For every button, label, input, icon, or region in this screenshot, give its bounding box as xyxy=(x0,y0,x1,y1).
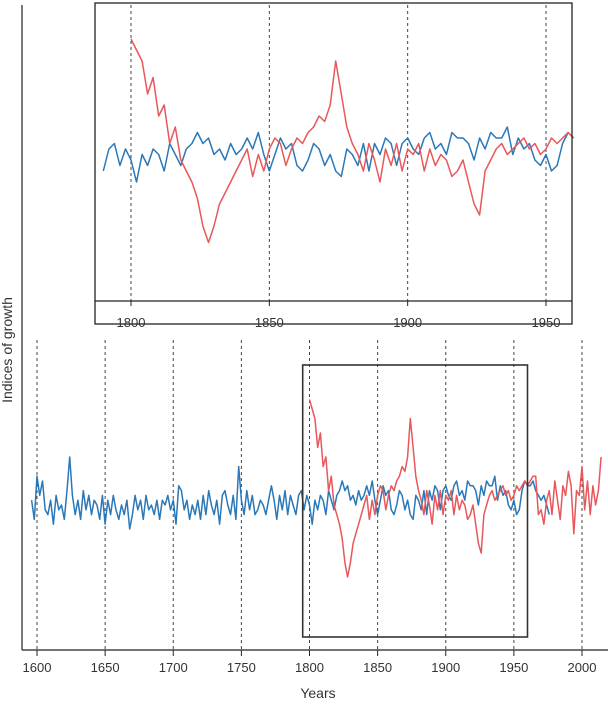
main-tick-label: 1700 xyxy=(159,660,188,675)
main-tick-label: 1950 xyxy=(499,660,528,675)
main-gridlines xyxy=(36,340,583,650)
inset-plot-area xyxy=(102,38,575,244)
main-series-blue xyxy=(30,456,551,530)
main-tick-label: 1800 xyxy=(295,660,324,675)
main-plot-area xyxy=(30,399,602,578)
main-tick-label: 2000 xyxy=(568,660,597,675)
main-tick-label: 1600 xyxy=(23,660,52,675)
inset-gridlines xyxy=(130,5,547,301)
inset-tick-label: 1900 xyxy=(393,315,422,330)
main-x-ticks: 1600 1650 1700 1750 1800 1850 1900 1950 2000 xyxy=(23,650,597,675)
main-tick-label: 1650 xyxy=(91,660,120,675)
inset-tick-label: 1950 xyxy=(532,315,561,330)
inset-tick-label: 1800 xyxy=(117,315,146,330)
inset-tick-label: 1850 xyxy=(255,315,284,330)
main-tick-label: 1750 xyxy=(227,660,256,675)
x-axis-label: Years xyxy=(300,685,335,701)
inset-series-blue xyxy=(102,126,575,183)
y-axis-label: Indices of growth xyxy=(0,297,15,403)
inset-x-ticks: 1800 1850 1900 1950 xyxy=(117,301,561,330)
main-tick-label: 1900 xyxy=(431,660,460,675)
inset-series-red xyxy=(130,38,575,244)
zoom-highlight-box xyxy=(301,364,529,638)
main-tick-label: 1850 xyxy=(363,660,392,675)
inset-frame xyxy=(94,2,573,325)
main-series-red xyxy=(308,399,602,578)
